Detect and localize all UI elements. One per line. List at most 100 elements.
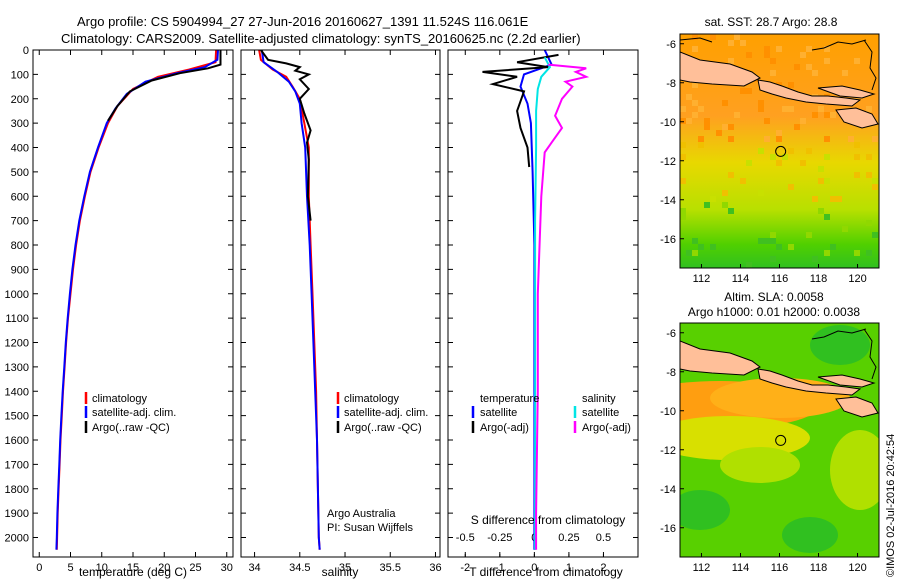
sst-pixel xyxy=(722,124,728,130)
salinity-xlabel: salinity xyxy=(322,565,359,579)
sla-land-java xyxy=(680,340,761,376)
difference-panel: -2 -1 0 1 2 -0.5 -0.25 0 0.25 0.5 temperature sa… xyxy=(447,49,639,579)
sst-coast-lines xyxy=(680,37,877,91)
sla-blob-yellow2 xyxy=(720,447,800,483)
map-xtick-label: 118 xyxy=(810,562,828,574)
legend-s-sat-label: satellite xyxy=(582,407,619,419)
sst-pixel xyxy=(776,244,782,250)
sst-pixel xyxy=(728,136,734,142)
map-xtick-label: 112 xyxy=(693,562,711,574)
sst-pixel xyxy=(740,178,746,184)
sst-coast-borneo xyxy=(680,37,713,43)
temperature-xticks: 0 5 10 15 20 25 30 xyxy=(36,50,233,574)
sst-pixel xyxy=(812,70,818,76)
sst-pixel xyxy=(830,244,836,250)
map-ytick-label: -8 xyxy=(666,78,676,90)
sst-pixel xyxy=(722,190,728,196)
sst-pixel xyxy=(698,136,704,142)
map-xtick-label: 120 xyxy=(848,273,866,285)
sst-pixel xyxy=(764,118,770,124)
salinity-legend: climatology satellite-adj. clim. Argo(..… xyxy=(336,392,428,434)
sst-pixel xyxy=(776,160,782,166)
ytick-label: 1800 xyxy=(5,484,29,496)
sst-map-ticks: 112 114 116 118 120 -6 -8 -10 -12 -14 -16 xyxy=(660,39,867,285)
sst-pixel xyxy=(746,262,752,268)
sst-pixel xyxy=(800,118,806,124)
sst-pixel xyxy=(818,208,824,214)
ytick-label: 500 xyxy=(11,167,29,179)
footer-credit: ©IMOS 02-Jul-2016 20:42:54 xyxy=(885,434,897,577)
legend-t-head: temperature xyxy=(480,393,539,405)
salinity-annotation-2: PI: Susan Wijffels xyxy=(327,522,413,534)
difference-series xyxy=(482,50,590,550)
sst-pixel xyxy=(806,64,812,70)
sst-pixel xyxy=(680,106,686,112)
series-s-satellite xyxy=(534,56,552,550)
map-xtick-label: 114 xyxy=(732,273,750,285)
ytick-label: 1000 xyxy=(5,289,29,301)
salinity-panel: 34 34.5 35 35.5 36 climatology satellite-adj… xyxy=(240,49,442,579)
legend-clim-label: climatology xyxy=(92,393,148,405)
sst-pixel xyxy=(824,58,830,64)
sst-pixel xyxy=(854,172,860,178)
sst-land-bali-lombok xyxy=(757,79,862,107)
sst-pixel xyxy=(746,52,752,58)
sla-coast-lines xyxy=(811,328,877,380)
map-xtick-label: 120 xyxy=(848,562,866,574)
series-climatology xyxy=(55,50,218,550)
xtick-label: 5 xyxy=(67,562,73,574)
sst-pixel xyxy=(824,112,830,118)
sst-pixel xyxy=(830,196,836,202)
ytick-label: 1700 xyxy=(5,459,29,471)
sst-pixel xyxy=(788,244,794,250)
sst-pixel xyxy=(710,34,716,40)
sst-pixel xyxy=(758,106,764,112)
sst-pixel xyxy=(848,136,854,142)
sst-pixel xyxy=(872,232,878,238)
difference-toplabel: S difference from climatology xyxy=(471,513,626,527)
sla-blob-green3 xyxy=(810,325,870,365)
legend-t-sat-label: satellite xyxy=(480,407,517,419)
sst-pixel xyxy=(836,196,842,202)
sst-pixel xyxy=(854,142,860,148)
sst-pixel xyxy=(686,250,692,256)
xtick-label: 20 xyxy=(158,562,170,574)
sst-pixel xyxy=(872,136,878,142)
sst-pixel xyxy=(722,202,728,208)
map-xtick-label: 116 xyxy=(771,562,789,574)
map-ytick-label: -12 xyxy=(660,445,676,457)
ytick-label: 600 xyxy=(11,191,29,203)
sst-pixel xyxy=(680,208,686,214)
sst-pixel xyxy=(830,112,836,118)
sst-pixel xyxy=(872,178,878,184)
sst-pixel xyxy=(824,250,830,256)
sst-pixel xyxy=(866,154,872,160)
map-ytick-label: -14 xyxy=(660,484,676,496)
sst-pixel xyxy=(794,124,800,130)
series-s-argo xyxy=(535,63,590,550)
legend-clim-label: climatology xyxy=(344,393,400,405)
difference-frame xyxy=(447,49,639,558)
sst-pixel xyxy=(788,184,794,190)
sst-pixel xyxy=(824,214,830,220)
xtick-label: 2 xyxy=(600,562,606,574)
ytick-label: 1600 xyxy=(5,435,29,447)
map-xtick-label: 118 xyxy=(810,273,828,285)
sla-land-sumbawa xyxy=(817,374,876,388)
legend-argo-label: Argo(..raw -QC) xyxy=(92,422,170,434)
ytick-label: 900 xyxy=(11,264,29,276)
sst-pixel xyxy=(710,244,716,250)
sst-pixel xyxy=(854,154,860,160)
sla-map-panel: Altim. SLA: 0.0058 Argo h1000: 0.01 h200… xyxy=(660,290,880,574)
sst-pixel xyxy=(842,70,848,76)
xtick-label: 34.5 xyxy=(289,562,310,574)
ytick-label: 1100 xyxy=(5,313,29,325)
sla-map-subtitle: Argo h1000: 0.01 h2000: 0.0038 xyxy=(688,305,860,319)
temperature-xlabel: temperature (deg C) xyxy=(79,565,187,579)
sst-pixel xyxy=(770,58,776,64)
ytick-label: 2000 xyxy=(5,533,29,545)
header-line2: Climatology: CARS2009. Satellite-adjuste… xyxy=(61,31,581,46)
series-satellite xyxy=(260,50,321,550)
ytick-label: 1900 xyxy=(5,508,29,520)
ytick-label: 700 xyxy=(11,216,29,228)
